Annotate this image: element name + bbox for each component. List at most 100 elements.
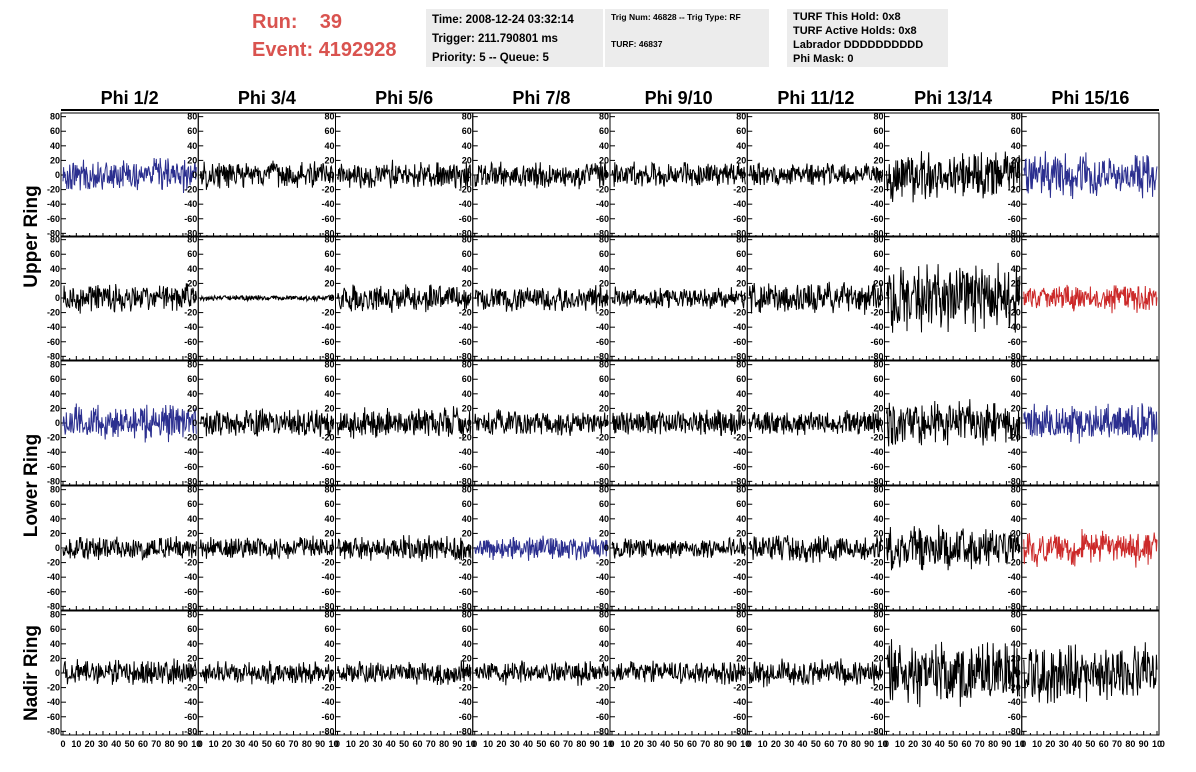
- y-tick-label: 40: [873, 514, 883, 524]
- y-tick-label: 60: [873, 624, 883, 634]
- y-tick-label: -60: [1008, 712, 1021, 722]
- y-tick-label: 80: [187, 610, 197, 620]
- y-tick-label: 20: [50, 528, 60, 538]
- y-tick-label: -40: [733, 322, 746, 332]
- x-tick-label: 80: [439, 739, 449, 749]
- y-tick-label: 60: [324, 499, 334, 509]
- y-tick-label: -40: [596, 447, 609, 457]
- y-tick-label: -40: [321, 322, 334, 332]
- x-tick-label: 60: [824, 739, 834, 749]
- y-tick-label: -60: [1008, 337, 1021, 347]
- y-tick-label: -40: [1008, 572, 1021, 582]
- y-tick-label: 40: [462, 514, 472, 524]
- y-tick-label: 0: [741, 418, 746, 428]
- y-tick-label: 0: [1016, 668, 1021, 678]
- y-tick-label: 0: [329, 668, 334, 678]
- y-tick-label: 80: [50, 485, 60, 495]
- y-tick-label: 0: [604, 543, 609, 553]
- y-tick-label: -80: [870, 476, 883, 486]
- x-tick-label: 60: [138, 739, 148, 749]
- y-tick-label: -60: [870, 462, 883, 472]
- y-tick-label: -80: [184, 228, 197, 238]
- y-tick-label: -20: [1008, 433, 1021, 443]
- trigger-text: Trigger: 211.790801 ms: [432, 33, 558, 45]
- x-tick-label: 0: [1021, 739, 1026, 749]
- y-tick-label: 60: [736, 249, 746, 259]
- y-tick-label: 80: [599, 112, 609, 122]
- y-tick-label: 60: [599, 249, 609, 259]
- x-tick-label: 70: [1112, 739, 1122, 749]
- x-tick-label: 0: [884, 739, 889, 749]
- waveform-series: [611, 286, 746, 309]
- y-tick-label: 60: [50, 499, 60, 509]
- y-tick-label: 80: [873, 485, 883, 495]
- y-tick-label: 0: [55, 170, 60, 180]
- run-label: Run:: [252, 11, 298, 33]
- x-tick-label: 30: [1059, 739, 1069, 749]
- y-tick-label: 40: [324, 264, 334, 274]
- x-tick-label: 50: [674, 739, 684, 749]
- y-tick-label: -40: [184, 199, 197, 209]
- y-tick-label: 80: [187, 360, 197, 370]
- ring-label: Lower Ring: [21, 434, 42, 537]
- waveform-series: [1023, 403, 1158, 444]
- y-tick-label: -20: [321, 433, 334, 443]
- run-value: 39: [319, 11, 343, 33]
- y-tick-label: -20: [459, 433, 472, 443]
- y-tick-label: -80: [596, 601, 609, 611]
- y-tick-label: 60: [187, 624, 197, 634]
- x-tick-label: 90: [864, 739, 874, 749]
- y-tick-label: 80: [1011, 360, 1021, 370]
- y-tick-label: 20: [50, 155, 60, 165]
- y-tick-label: 20: [1011, 528, 1021, 538]
- y-tick-label: 0: [467, 418, 472, 428]
- y-tick-label: 40: [736, 264, 746, 274]
- y-tick-label: -40: [47, 322, 60, 332]
- x-tick-label: 20: [85, 739, 95, 749]
- y-tick-label: -20: [47, 558, 60, 568]
- y-tick-label: 0: [192, 293, 197, 303]
- y-tick-label: 40: [599, 639, 609, 649]
- column-header: Phi 1/2: [101, 88, 159, 108]
- y-tick-label: 80: [599, 360, 609, 370]
- x-tick-label: 40: [935, 739, 945, 749]
- y-tick-label: -40: [1008, 199, 1021, 209]
- y-tick-label: 60: [1011, 624, 1021, 634]
- y-tick-label: 20: [1011, 653, 1021, 663]
- x-tick-label: 40: [523, 739, 533, 749]
- x-tick-label: 50: [399, 739, 409, 749]
- y-tick-label: 20: [736, 653, 746, 663]
- x-tick-label: 10: [1015, 739, 1025, 749]
- y-tick-label: 60: [50, 374, 60, 384]
- y-tick-label: -20: [733, 683, 746, 693]
- y-tick-label: -60: [733, 712, 746, 722]
- y-tick-label: 80: [1011, 485, 1021, 495]
- y-tick-label: -20: [184, 433, 197, 443]
- time-text: Time: 2008-12-24 03:32:14: [432, 14, 574, 26]
- y-tick-label: -40: [47, 572, 60, 582]
- y-tick-label: -80: [733, 601, 746, 611]
- y-tick-label: -20: [47, 308, 60, 318]
- y-tick-label: 60: [873, 499, 883, 509]
- y-tick-label: 80: [187, 485, 197, 495]
- y-tick-label: -40: [870, 199, 883, 209]
- y-tick-label: -20: [870, 683, 883, 693]
- x-tick-label: 70: [975, 739, 985, 749]
- y-tick-label: -60: [1008, 587, 1021, 597]
- y-tick-label: -20: [733, 558, 746, 568]
- y-tick-label: 80: [50, 360, 60, 370]
- y-tick-label: -80: [321, 726, 334, 736]
- y-tick-label: 20: [324, 155, 334, 165]
- x-tick-label: 20: [634, 739, 644, 749]
- y-tick-label: 60: [736, 624, 746, 634]
- y-tick-label: 20: [736, 155, 746, 165]
- y-tick-label: -40: [321, 572, 334, 582]
- y-tick-label: -40: [1008, 322, 1021, 332]
- y-tick-label: 20: [1011, 155, 1021, 165]
- y-tick-label: 40: [599, 264, 609, 274]
- y-tick-label: -80: [870, 351, 883, 361]
- y-tick-label: 60: [736, 126, 746, 136]
- y-tick-label: 40: [873, 639, 883, 649]
- y-tick-label: 40: [873, 264, 883, 274]
- y-tick-label: 0: [604, 293, 609, 303]
